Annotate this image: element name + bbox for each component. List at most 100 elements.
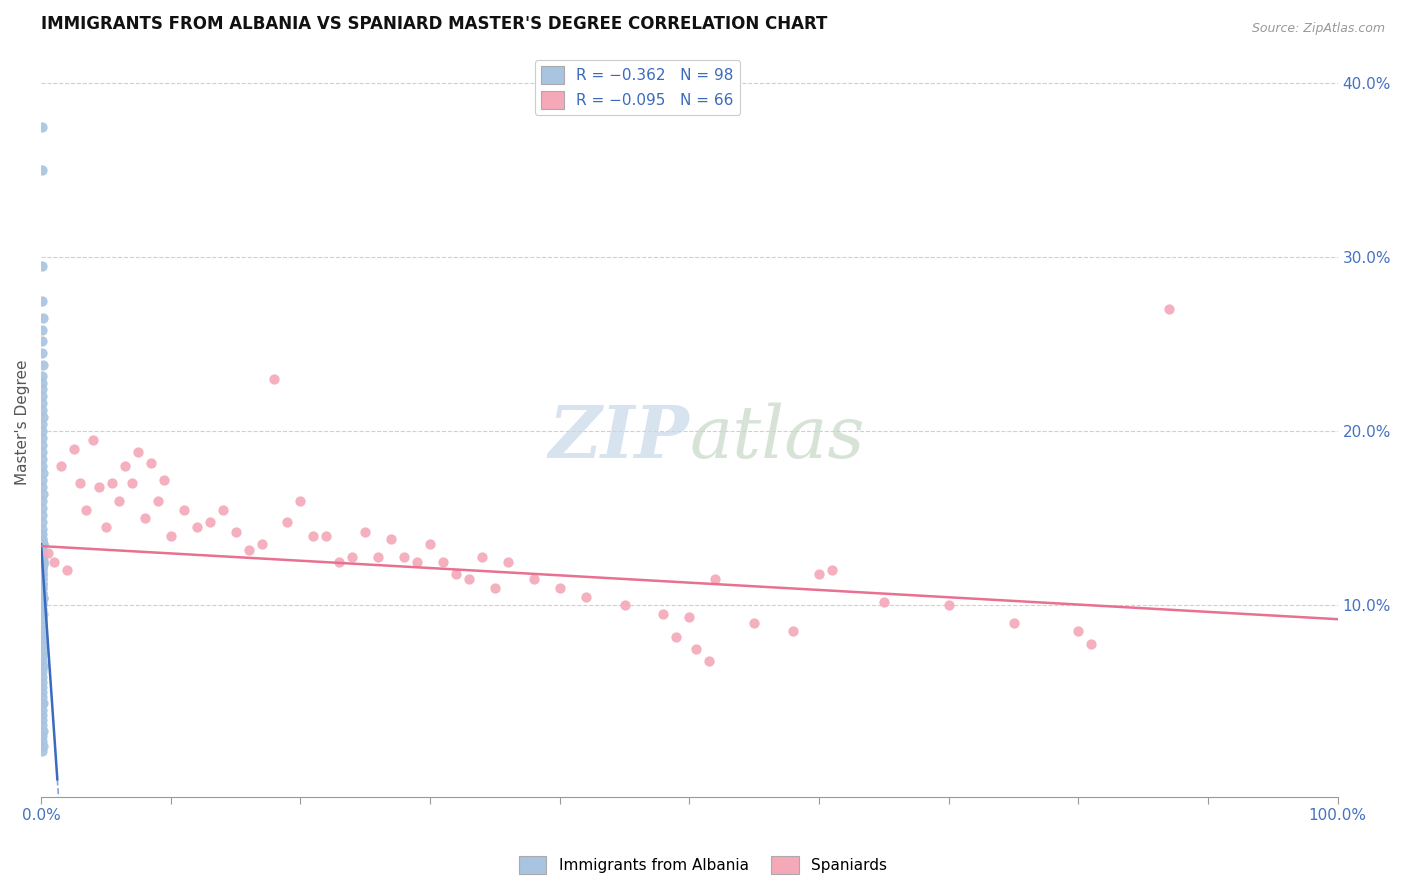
Point [31,458,53,473]
Point [101,476,124,491]
Point [821,564,844,578]
Point [276,515,298,529]
Point [31,575,53,590]
Point [56,564,79,578]
Point [31,431,53,445]
Point [31,607,53,621]
Point [31,674,53,689]
Point [302,529,325,543]
Point [484,581,506,595]
Point [31,739,53,754]
Point [523,572,546,586]
Point [94,520,117,534]
Point [471,549,494,564]
Point [31,542,53,557]
Point [250,537,273,551]
Point [808,566,831,581]
Point [548,581,571,595]
Point [225,525,247,540]
Point [31,562,53,576]
Point [31,553,53,567]
Text: Source: ZipAtlas.com: Source: ZipAtlas.com [1251,22,1385,36]
Point [31,723,53,738]
Point [89,480,111,494]
Point [31,549,53,564]
Point [31,548,53,562]
Point [31,633,53,648]
Point [69,476,91,491]
Point [31,553,53,567]
Point [146,494,169,508]
Point [31,537,53,551]
Point [31,690,53,705]
Point [328,555,350,569]
Point [31,346,53,360]
Point [873,595,896,609]
Point [134,511,156,525]
Point [938,599,960,613]
Point [31,577,53,591]
Point [31,718,53,732]
Point [31,532,53,546]
Point [31,555,53,569]
Point [31,120,53,134]
Point [1159,302,1181,317]
Point [31,537,53,551]
Point [31,163,53,178]
Point [31,487,53,501]
Point [37,546,59,560]
Point [31,707,53,722]
Point [127,445,149,459]
Point [1080,636,1102,650]
Point [31,744,53,758]
Point [1067,624,1090,639]
Point [31,566,53,581]
Point [31,659,53,673]
Point [31,403,53,417]
Point [31,557,53,571]
Point [31,601,53,615]
Point [392,549,415,564]
Point [31,368,53,383]
Text: atlas: atlas [689,402,865,473]
Point [31,438,53,452]
Point [31,396,53,410]
Point [31,654,53,668]
Point [31,473,53,487]
Point [31,424,53,438]
Point [697,654,720,668]
Point [211,502,233,516]
Point [238,542,260,557]
Point [114,458,136,473]
Point [121,476,143,491]
Point [31,597,53,611]
Point [31,566,53,581]
Point [76,502,98,516]
Point [31,515,53,529]
Point [31,293,53,308]
Point [31,376,53,390]
Point [31,508,53,522]
Point [31,259,53,273]
Point [31,466,53,480]
Point [652,607,675,621]
Point [31,565,53,579]
Point [704,572,727,586]
Point [613,599,636,613]
Point [31,551,53,566]
Point [62,442,84,456]
Point [31,548,53,562]
Point [315,529,337,543]
Point [31,591,53,606]
Point [31,570,53,584]
Point [31,383,53,397]
Legend: R = −0.362   N = 98, R = −0.095   N = 66: R = −0.362 N = 98, R = −0.095 N = 66 [536,60,740,115]
Point [159,529,181,543]
Point [742,615,765,630]
Point [31,698,53,712]
Point [31,617,53,632]
Point [108,494,131,508]
Point [342,549,364,564]
Point [31,410,53,425]
Point [31,643,53,657]
